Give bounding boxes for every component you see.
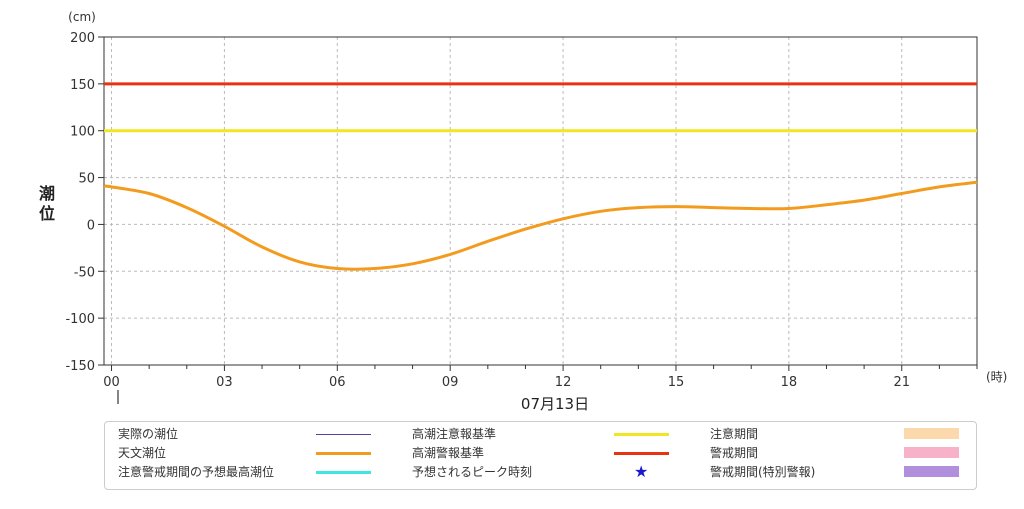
- x-tick-label: 12: [555, 375, 572, 390]
- legend-label: 注意期間: [710, 427, 759, 441]
- legend-label: 予想されるピーク時刻: [412, 465, 533, 479]
- x-tick-label: 03: [216, 375, 233, 390]
- legend-label: 警戒期間(特別警報): [710, 465, 816, 479]
- x-tick-label: 00: [103, 375, 120, 390]
- star-icon: ★: [634, 462, 649, 481]
- legend-label: 実際の潮位: [118, 427, 179, 441]
- tide-chart: 200 150 100 50 0 -50 -100 -150 00 03 06 09 12 15 18 21…: [39, 10, 1007, 413]
- legend-label: 高潮注意報基準: [412, 427, 497, 441]
- legend-label: 注意警戒期間の予想最高潮位: [118, 465, 275, 479]
- legend: 実際の潮位 高潮注意報基準 注意期間天文潮位 高潮警報基準 警戒期間注意警戒期間の予想最…: [104, 421, 977, 490]
- x-tick-label: 21: [893, 375, 910, 390]
- x-tick-label: 18: [781, 375, 798, 390]
- y-tick-label: 150: [70, 78, 95, 93]
- y-tick-label: 200: [70, 31, 95, 46]
- legend-swatch: [316, 434, 371, 435]
- date-label: 07月13日: [521, 395, 589, 413]
- plot-frame: [103, 36, 978, 366]
- y-axis-label: 潮位: [39, 184, 55, 223]
- legend-swatch: [316, 452, 371, 455]
- y-tick-label: -100: [65, 312, 95, 327]
- series-line: [103, 180, 978, 271]
- y-tick-label: 50: [78, 172, 95, 187]
- y-tick-label: 0: [87, 218, 95, 233]
- legend-swatch: [904, 447, 959, 458]
- x-tick-label: 09: [442, 375, 459, 390]
- y-tick-label: -150: [65, 359, 95, 374]
- x-tick-label: 15: [668, 375, 685, 390]
- legend-label: 警戒期間: [710, 446, 759, 460]
- y-axis-ticks: 200 150 100 50 0 -50 -100 -150: [65, 31, 104, 374]
- x-axis-unit: (時): [986, 370, 1007, 384]
- y-tick-label: 100: [70, 125, 95, 140]
- legend-swatch: [614, 452, 669, 455]
- legend-label: 高潮警報基準: [412, 446, 485, 460]
- legend-label: 天文潮位: [118, 446, 167, 460]
- y-axis-unit: (cm): [68, 10, 96, 24]
- legend-swatch: [904, 428, 959, 439]
- series-group: [103, 180, 978, 271]
- threshold-lines: [104, 82, 977, 133]
- legend-swatch: [316, 471, 371, 474]
- legend-swatch: [904, 466, 959, 477]
- y-axis-label-char: 位: [39, 204, 55, 223]
- legend-swatch: [614, 433, 669, 436]
- x-axis-ticks: 00 03 06 09 12 15 18 21: [103, 365, 978, 390]
- x-tick-label: 06: [329, 375, 346, 390]
- y-axis-label-char: 潮: [39, 184, 55, 203]
- y-tick-label: -50: [74, 265, 95, 280]
